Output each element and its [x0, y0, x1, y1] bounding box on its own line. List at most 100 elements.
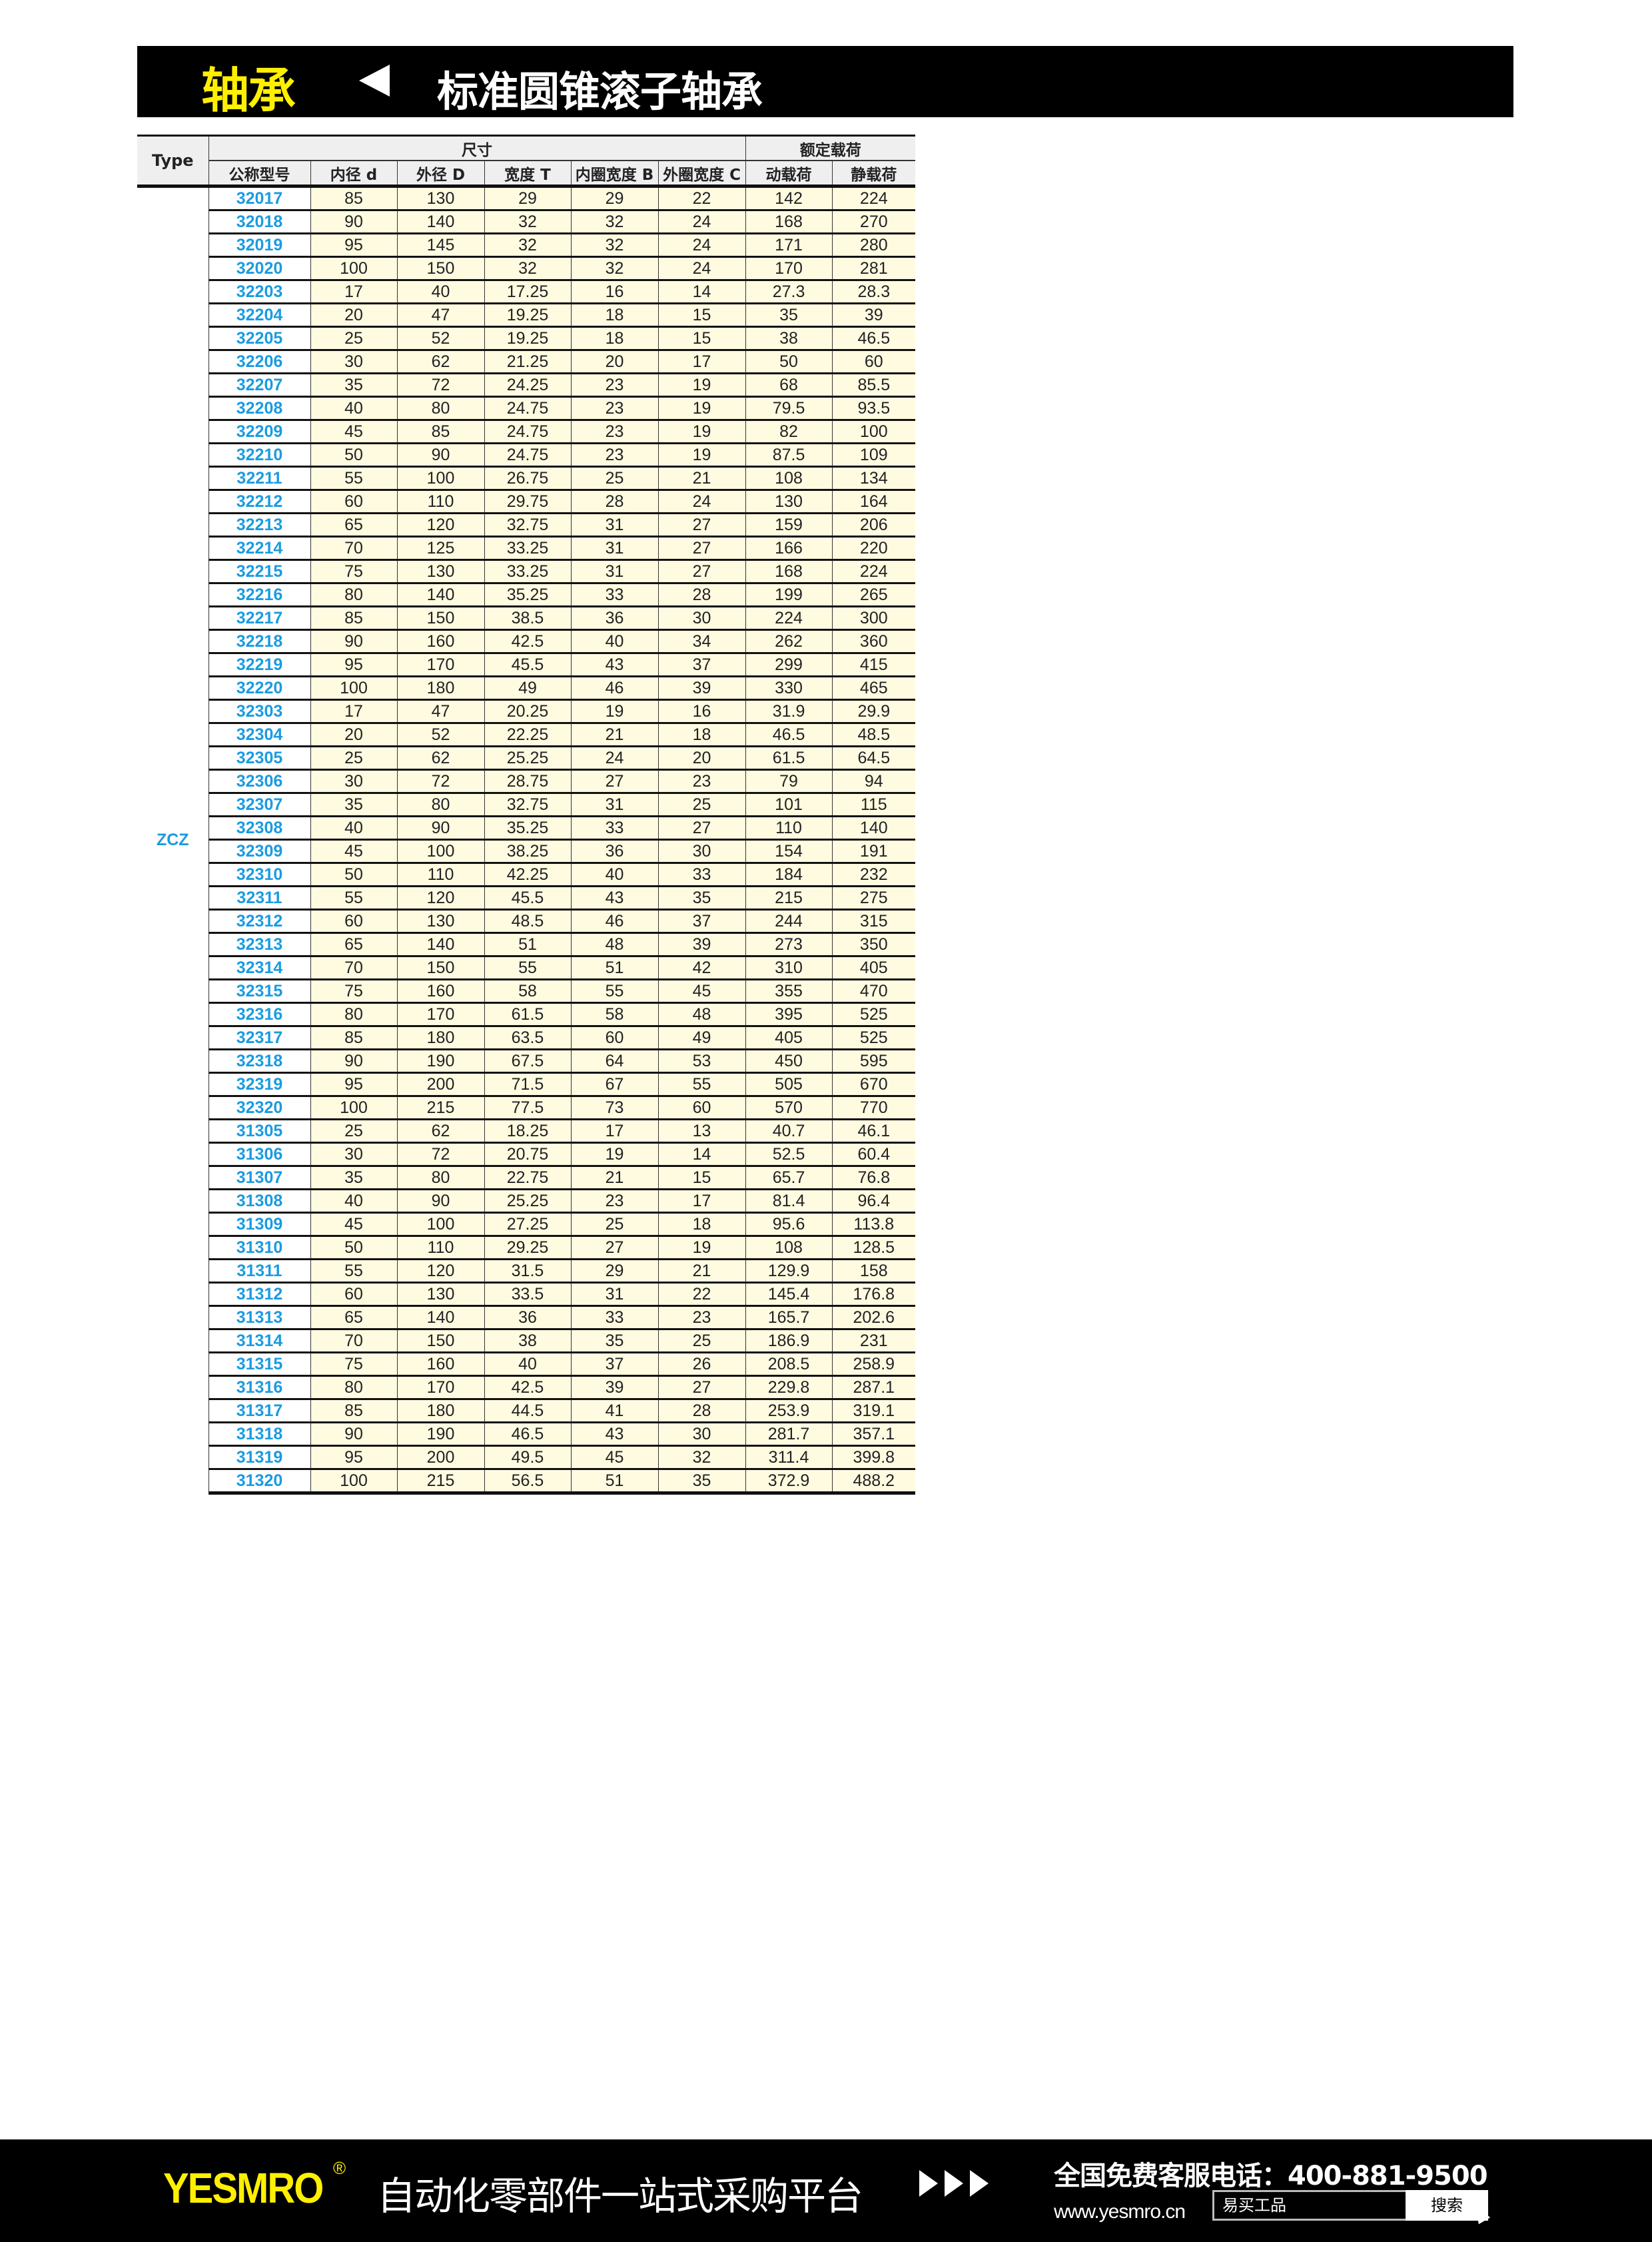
model-cell[interactable]: 31320 [208, 1469, 310, 1495]
model-cell[interactable]: 32212 [208, 490, 310, 514]
model-cell[interactable]: 32208 [208, 396, 310, 421]
model-cell[interactable]: 31313 [208, 1306, 310, 1330]
model-cell[interactable]: 31314 [208, 1329, 310, 1353]
width-t-cell: 33.25 [484, 560, 571, 584]
model-cell[interactable]: 32315 [208, 979, 310, 1004]
outer-diameter-cell: 47 [396, 303, 484, 328]
model-cell[interactable]: 32320 [208, 1096, 310, 1120]
model-cell[interactable]: 32209 [208, 420, 310, 444]
model-cell[interactable]: 31318 [208, 1422, 310, 1447]
outer-diameter-cell: 200 [396, 1072, 484, 1097]
outer-width-c-cell: 14 [657, 280, 746, 304]
model-cell[interactable]: 32319 [208, 1072, 310, 1097]
inner-width-b-cell: 31 [570, 560, 658, 584]
model-cell[interactable]: 31305 [208, 1119, 310, 1144]
model-cell[interactable]: 32217 [208, 606, 310, 631]
model-cell[interactable]: 32215 [208, 560, 310, 584]
outer-diameter-cell: 215 [396, 1469, 484, 1495]
model-cell[interactable]: 32214 [208, 536, 310, 561]
model-cell[interactable]: 32220 [208, 676, 310, 701]
outer-width-c-cell: 17 [657, 1189, 746, 1214]
model-cell[interactable]: 32311 [208, 886, 310, 911]
model-cell[interactable]: 32314 [208, 956, 310, 980]
inner-width-b-cell: 43 [570, 886, 658, 911]
model-cell[interactable]: 32019 [208, 233, 310, 258]
inner-width-b-cell: 31 [570, 793, 658, 817]
inner-diameter-cell: 40 [310, 1189, 397, 1214]
model-cell[interactable]: 32204 [208, 303, 310, 328]
static-load-cell: 319.1 [831, 1399, 916, 1423]
model-cell[interactable]: 32211 [208, 466, 310, 491]
model-cell[interactable]: 31310 [208, 1236, 310, 1260]
model-cell[interactable]: 32305 [208, 746, 310, 771]
model-cell[interactable]: 32310 [208, 863, 310, 887]
model-cell[interactable]: 32207 [208, 373, 310, 398]
search-button[interactable]: 搜索 [1406, 2190, 1488, 2221]
website-link[interactable]: www.yesmro.cn [1054, 2201, 1186, 2223]
inner-width-b-cell: 23 [570, 420, 658, 444]
triple-arrow-icon [919, 2170, 989, 2197]
model-cell[interactable]: 32203 [208, 280, 310, 304]
model-cell[interactable]: 32307 [208, 793, 310, 817]
inner-width-b-cell: 25 [570, 466, 658, 491]
width-t-cell: 67.5 [484, 1049, 571, 1074]
dynamic-load-cell: 165.7 [745, 1306, 833, 1330]
static-load-cell: 140 [831, 816, 916, 841]
width-t-cell: 45.5 [484, 886, 571, 911]
inner-diameter-cell: 90 [310, 210, 397, 234]
static-load-cell: 46.1 [831, 1119, 916, 1144]
model-cell[interactable]: 31307 [208, 1166, 310, 1190]
model-cell[interactable]: 31315 [208, 1352, 310, 1377]
width-t-cell: 49.5 [484, 1445, 571, 1470]
table-row: 31305 25 62 18.25 17 13 40.7 46.1 [137, 1119, 916, 1144]
model-cell[interactable]: 32218 [208, 629, 310, 654]
search-input[interactable]: 易买工品 [1212, 2190, 1418, 2221]
model-cell[interactable]: 32317 [208, 1026, 310, 1050]
model-cell[interactable]: 32316 [208, 1002, 310, 1027]
model-cell[interactable]: 32308 [208, 816, 310, 841]
model-cell[interactable]: 32303 [208, 699, 310, 724]
model-cell[interactable]: 32018 [208, 210, 310, 234]
model-cell[interactable]: 31312 [208, 1282, 310, 1307]
table-row: 31320 100 215 56.5 51 35 372.9 488.2 [137, 1469, 916, 1495]
table-row: 32304 20 52 22.25 21 18 46.5 48.5 [137, 723, 916, 747]
model-cell[interactable]: 32312 [208, 909, 310, 934]
model-cell[interactable]: 32219 [208, 653, 310, 677]
outer-width-c-cell: 24 [657, 210, 746, 234]
model-cell[interactable]: 31319 [208, 1445, 310, 1470]
table-row: 31315 75 160 40 37 26 208.5 258.9 [137, 1352, 916, 1377]
inner-width-b-cell: 27 [570, 769, 658, 794]
static-load-cell: 280 [831, 233, 916, 258]
model-cell[interactable]: 32313 [208, 933, 310, 957]
inner-diameter-cell: 70 [310, 1329, 397, 1353]
dynamic-load-cell: 450 [745, 1049, 833, 1074]
model-cell[interactable]: 32206 [208, 350, 310, 374]
model-cell[interactable]: 32306 [208, 769, 310, 794]
model-cell[interactable]: 31306 [208, 1142, 310, 1167]
model-cell[interactable]: 31309 [208, 1212, 310, 1237]
model-cell[interactable]: 31311 [208, 1259, 310, 1284]
dynamic-load-cell: 130 [745, 490, 833, 514]
model-cell[interactable]: 32304 [208, 723, 310, 747]
model-cell[interactable]: 31316 [208, 1375, 310, 1400]
outer-width-c-cell: 55 [657, 1072, 746, 1097]
inner-diameter-cell: 60 [310, 909, 397, 934]
model-cell[interactable]: 31317 [208, 1399, 310, 1423]
model-cell[interactable]: 32017 [208, 186, 310, 211]
dynamic-load-cell: 166 [745, 536, 833, 561]
inner-width-b-cell: 39 [570, 1375, 658, 1400]
inner-diameter-cell: 90 [310, 629, 397, 654]
model-cell[interactable]: 32213 [208, 513, 310, 538]
outer-diameter-cell: 90 [396, 443, 484, 468]
model-cell[interactable]: 32020 [208, 256, 310, 281]
outer-diameter-cell: 62 [396, 746, 484, 771]
model-cell[interactable]: 32318 [208, 1049, 310, 1074]
model-cell[interactable]: 32309 [208, 839, 310, 864]
model-cell[interactable]: 31308 [208, 1189, 310, 1214]
model-cell[interactable]: 32205 [208, 326, 310, 351]
inner-diameter-cell: 30 [310, 350, 397, 374]
static-load-cell: 176.8 [831, 1282, 916, 1307]
table-row: 32216 80 140 35.25 33 28 199 265 [137, 583, 916, 607]
model-cell[interactable]: 32210 [208, 443, 310, 468]
model-cell[interactable]: 32216 [208, 583, 310, 607]
